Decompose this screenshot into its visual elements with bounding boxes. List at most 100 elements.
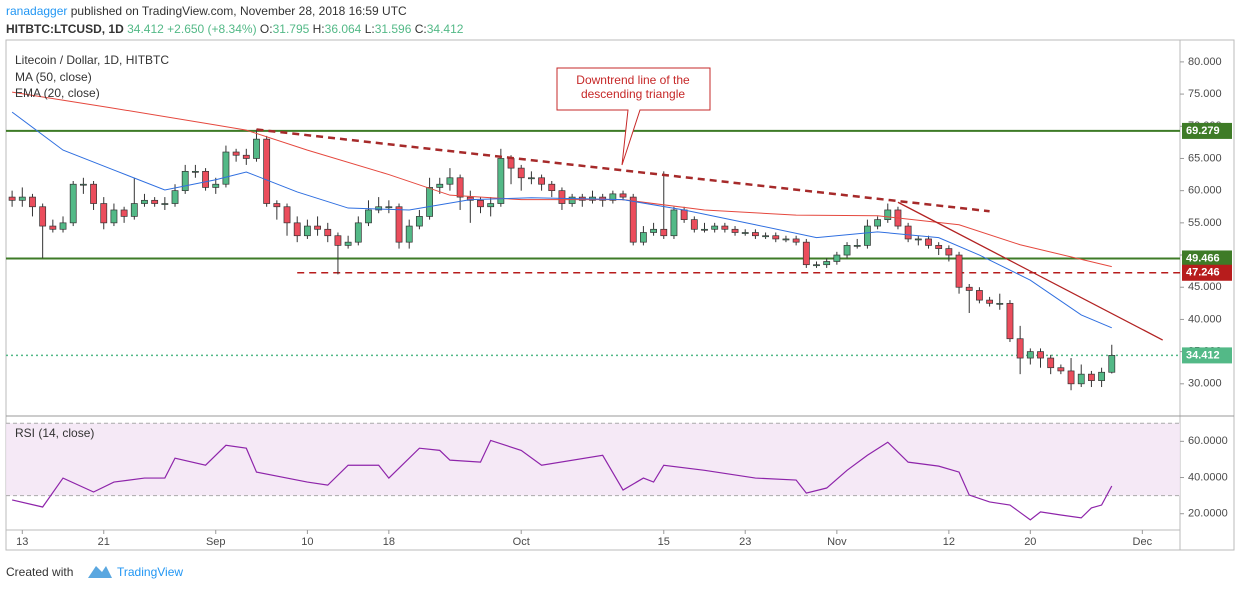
trendline <box>897 201 1163 341</box>
level-box <box>1182 347 1232 364</box>
candle-body <box>222 151 230 185</box>
candle-body <box>59 222 67 230</box>
indicator-line <box>11 111 1112 329</box>
candle-body <box>334 235 342 246</box>
legend-ma: MA (50, close) <box>15 70 92 84</box>
candle-body <box>100 203 108 224</box>
candle-body <box>884 209 892 220</box>
candle-body <box>314 225 321 230</box>
y-tick-label: 55.000 <box>1188 217 1222 229</box>
candle-body <box>354 222 362 243</box>
candle-body <box>1047 357 1055 369</box>
trendline <box>256 128 990 213</box>
candle-body <box>619 193 627 198</box>
l: 31.596 <box>375 22 412 36</box>
candle-body <box>151 199 159 204</box>
h-label: H: <box>313 22 325 36</box>
candle-body <box>914 238 922 241</box>
symbol-line: HITBTC:LTCUSD, 1D 34.412 +2.650 (+8.34%)… <box>6 22 464 36</box>
level-label: 34.412 <box>1186 349 1220 361</box>
candle-body <box>497 158 505 204</box>
candle-body <box>823 261 831 266</box>
candle-body <box>293 222 301 237</box>
rsi-legend: RSI (14, close) <box>15 426 94 440</box>
candle-body <box>629 196 637 243</box>
candle-body <box>110 209 118 224</box>
candle-body <box>955 254 963 288</box>
candle-body <box>487 203 495 208</box>
published: published on TradingView.com, November 2… <box>71 4 407 18</box>
candle-body <box>986 299 993 304</box>
candle-body <box>538 177 545 185</box>
candle-body <box>191 170 199 173</box>
candle-body <box>1057 367 1065 372</box>
candle-body <box>477 199 484 208</box>
chart-title: Litecoin / Dollar, 1D, HITBTC <box>15 53 169 67</box>
candle-body <box>171 190 179 204</box>
x-tick-label: Dec <box>1133 536 1153 548</box>
candle-body <box>650 228 657 233</box>
candle-body <box>853 245 861 247</box>
candle-body <box>701 228 708 231</box>
author[interactable]: ranadagger <box>6 4 67 18</box>
candle-body <box>426 187 433 217</box>
candle-body <box>263 138 271 204</box>
candle-body <box>29 196 36 208</box>
last: 34.412 <box>127 22 164 36</box>
level-box <box>1182 264 1232 281</box>
candle-body <box>283 206 291 224</box>
y-tick-label: 30.000 <box>1188 378 1222 390</box>
candle-body <box>965 286 973 291</box>
candle-body <box>466 196 474 201</box>
candle-body <box>39 206 47 227</box>
candle-body <box>456 177 464 198</box>
symbol: HITBTC:LTCUSD, 1D <box>6 22 124 36</box>
annotation-line: descending triangle <box>581 87 685 101</box>
candle-body <box>79 183 87 186</box>
candle-body <box>8 196 16 201</box>
plot: 30.00035.00040.00045.00050.00055.00060.0… <box>6 56 1232 548</box>
y-tick-label: 80.000 <box>1188 56 1222 68</box>
candle-body <box>1026 351 1034 359</box>
candle-body <box>833 254 841 262</box>
candle-body <box>904 225 912 240</box>
candle-body <box>405 225 413 243</box>
header-line: ranadagger published on TradingView.com,… <box>6 4 407 18</box>
candle-body <box>202 170 209 188</box>
y-tick-label: 65.000 <box>1188 152 1222 164</box>
level-box <box>1182 250 1232 267</box>
candle-body <box>996 302 1004 305</box>
candle-body <box>120 209 128 217</box>
candle-body <box>375 206 383 211</box>
c-label: C: <box>415 22 427 36</box>
rsi-band <box>6 423 1180 496</box>
c: 34.412 <box>427 22 464 36</box>
candle-body <box>752 232 759 237</box>
x-tick-label: Oct <box>513 536 530 548</box>
change: +2.650 (+8.34%) <box>167 22 256 36</box>
candle-body <box>568 196 576 204</box>
x-tick-label: 15 <box>658 536 670 548</box>
candle-body <box>813 264 820 267</box>
level-label: 49.466 <box>1186 252 1220 264</box>
candle-body <box>365 209 372 224</box>
candle-body <box>782 238 790 241</box>
candle-body <box>639 232 647 243</box>
footer-brand[interactable]: TradingView <box>117 565 183 579</box>
level-label: 47.246 <box>1186 267 1220 279</box>
candle-body <box>273 203 281 208</box>
candle-body <box>90 183 97 204</box>
candle-body <box>792 238 800 243</box>
candle-body <box>507 158 515 169</box>
legend-ema: EMA (20, close) <box>15 86 100 100</box>
candle-body <box>385 206 393 209</box>
rsi-line <box>11 439 1113 521</box>
rsi-tick-label: 20.0000 <box>1188 508 1228 520</box>
candle-body <box>527 177 535 180</box>
indicator-line <box>12 91 1112 268</box>
candle-body <box>721 225 729 230</box>
footer-created: Created with <box>6 565 73 579</box>
x-tick-label: 10 <box>301 536 313 548</box>
level-box <box>1182 122 1232 139</box>
